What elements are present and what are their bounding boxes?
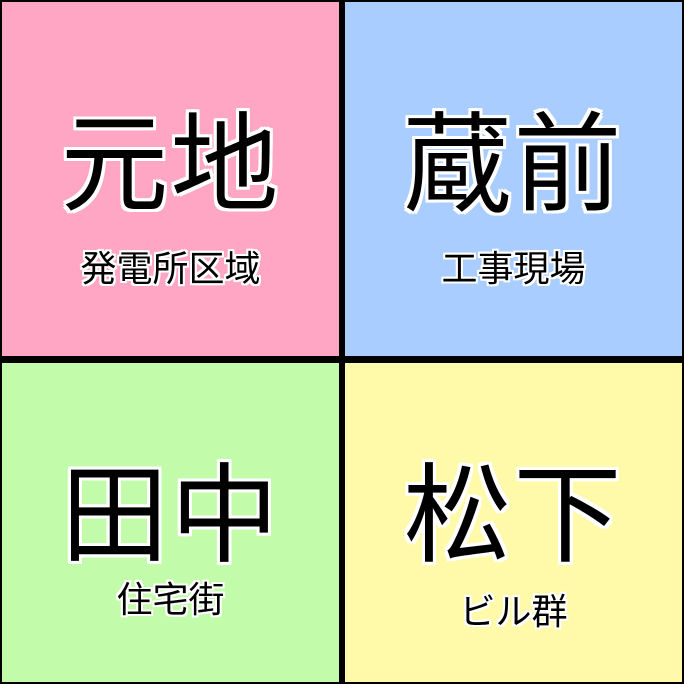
tile-subtitle: 住宅街 [116, 580, 225, 621]
tile-kuramae[interactable]: 蔵前 工事現場 [345, 2, 682, 356]
tile-matsushita[interactable]: 松下 ビル群 [345, 363, 682, 682]
tile-title: 元地 [60, 103, 281, 228]
tile-subtitle: 発電所区域 [80, 249, 261, 290]
tile-subtitle: ビル群 [459, 592, 568, 633]
tile-title: 田中 [60, 454, 281, 579]
tile-tanaka[interactable]: 田中 住宅街 [2, 363, 339, 682]
tile-genchi[interactable]: 元地 発電所区域 [2, 2, 339, 356]
tile-title: 松下 [403, 454, 624, 579]
tile-title: 蔵前 [403, 103, 624, 228]
tile-subtitle: 工事現場 [441, 249, 586, 290]
